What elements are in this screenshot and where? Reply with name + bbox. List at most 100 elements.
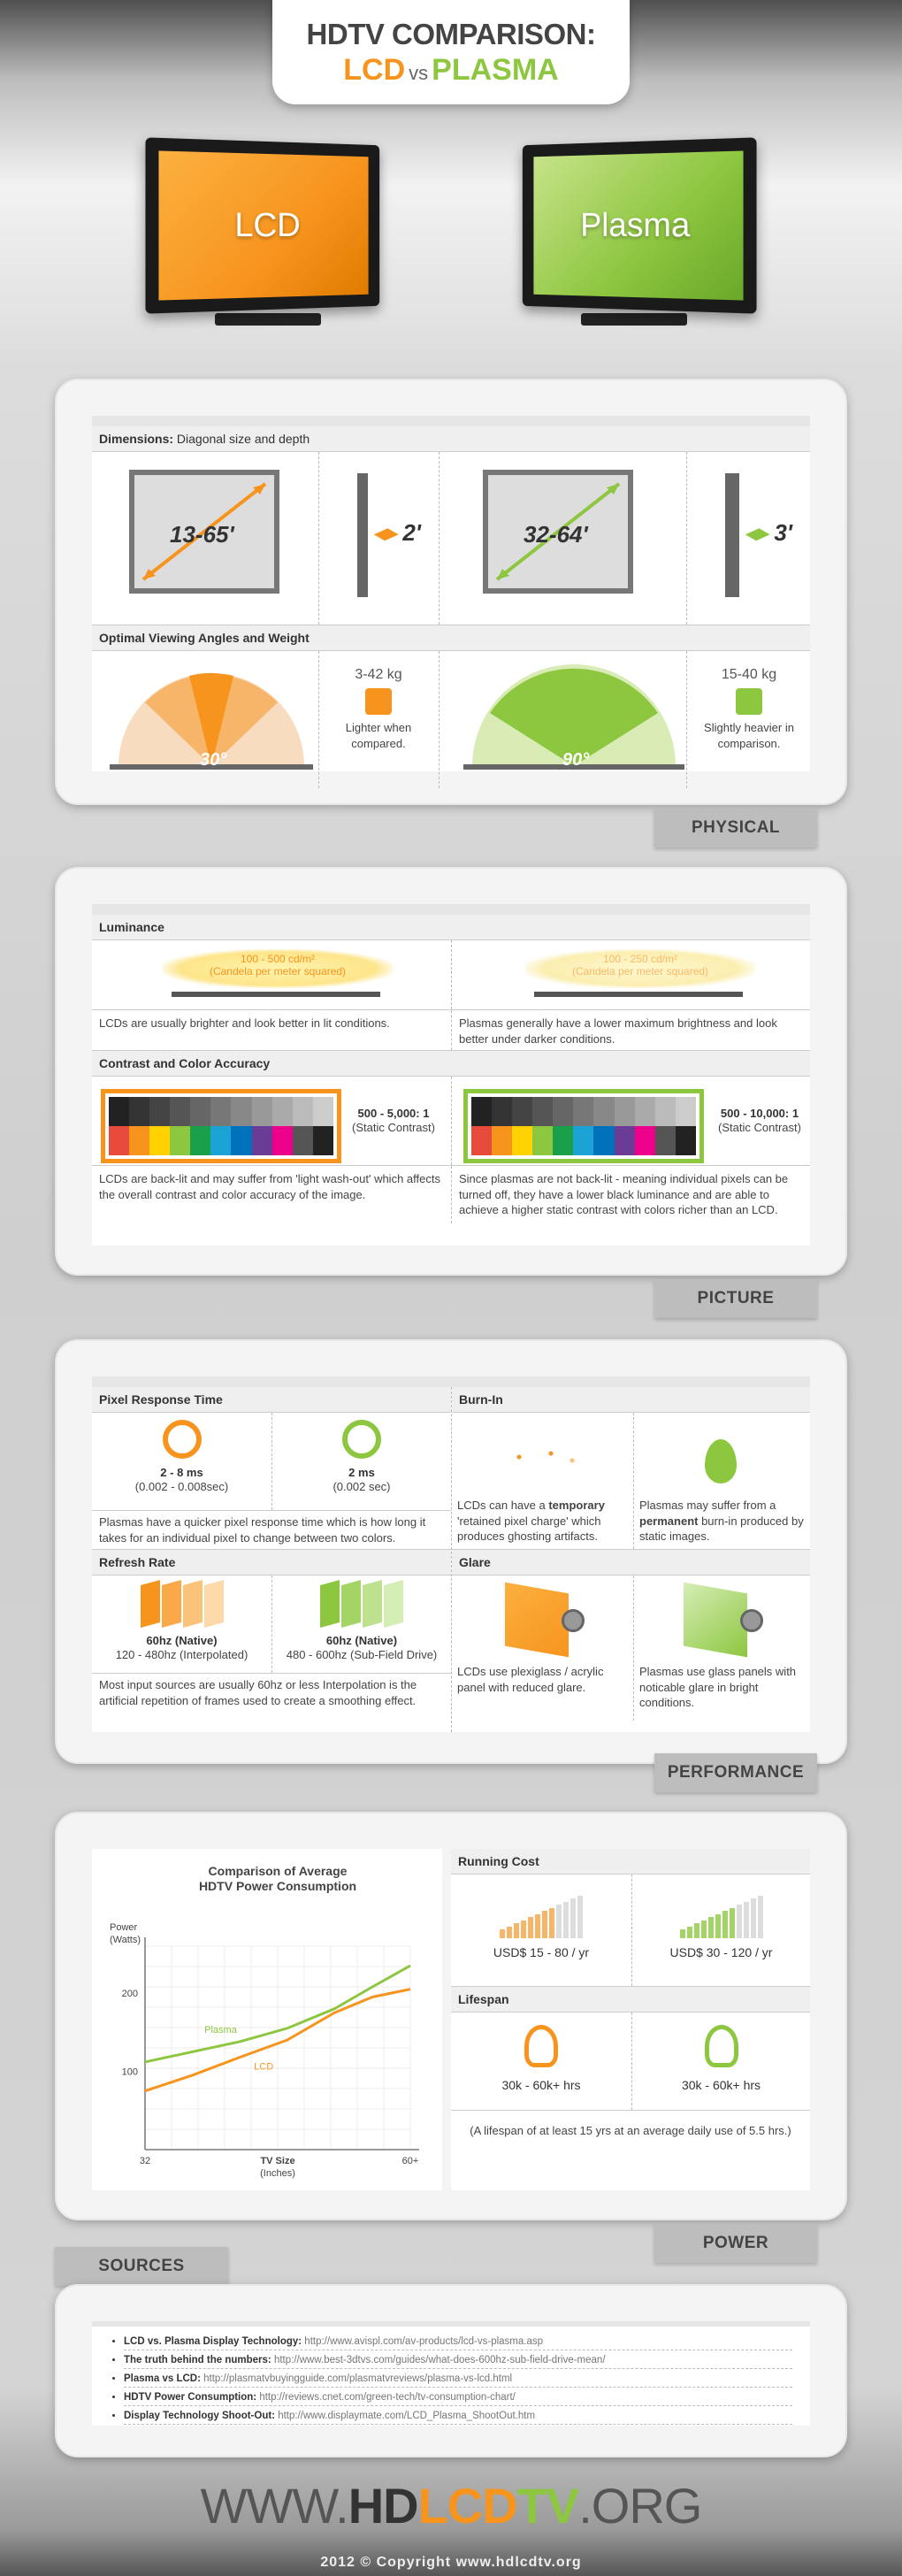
sources-panel: LCD vs. Plasma Display Technology: http:…: [55, 2284, 847, 2457]
pixel-response-text: Plasmas have a quicker pixel response ti…: [92, 1510, 451, 1549]
plasma-response-sec: (0.002 sec): [272, 1479, 451, 1495]
cost-bar: [528, 1917, 533, 1938]
cost-bar: [514, 1923, 519, 1938]
source-item[interactable]: LCD vs. Plasma Display Technology: http:…: [124, 2336, 792, 2350]
color-swatch: [252, 1126, 272, 1155]
stopwatch-icon: [342, 1420, 381, 1459]
cost-bar: [751, 1898, 756, 1938]
color-swatch: [635, 1097, 655, 1126]
source-item[interactable]: Display Technology Shoot-Out: http://www…: [124, 2411, 792, 2425]
color-swatch: [210, 1126, 231, 1155]
color-swatch: [109, 1126, 129, 1155]
lcd-luminance-value: 100 - 500 cd/m²: [163, 953, 393, 965]
lcd-weight-value: 3-42 kg: [324, 667, 433, 683]
color-swatch: [615, 1126, 635, 1155]
lcd-tv-image: LCD: [149, 142, 387, 326]
x-axis-label: TV Size: [260, 2156, 294, 2166]
source-item[interactable]: Plasma vs LCD: http://plasmatvbuyingguid…: [124, 2373, 792, 2388]
plasma-depth-value: ◂▸ 3': [745, 519, 792, 547]
color-swatch: [170, 1126, 190, 1155]
cost-bar: [507, 1927, 512, 1939]
x-tick-label: 32: [140, 2156, 150, 2166]
cost-bar: [500, 1929, 505, 1938]
weight-icon: [365, 688, 392, 715]
lcd-glare-panel-icon: [505, 1583, 569, 1658]
plasma-glare-text: Plasmas use glass panels with noticable …: [639, 1664, 805, 1711]
power-panel: Comparison of Average HDTV Power Consumpt…: [55, 1812, 847, 2220]
color-swatch: [252, 1097, 272, 1126]
tab-physical: PHYSICAL: [654, 809, 817, 847]
y-axis-unit: (Watts): [110, 1935, 141, 1945]
cost-bar: [687, 1927, 692, 1939]
lightbulb-icon: [705, 2025, 738, 2067]
viewing-heading: Optimal Viewing Angles and Weight: [92, 625, 810, 651]
lcd-luminance-text: LCDs are usually brighter and look bette…: [92, 1010, 451, 1050]
source-item[interactable]: The truth behind the numbers: http://www…: [124, 2355, 792, 2369]
title-line: HDTV COMPARISON:: [307, 18, 596, 50]
plasma-weight-note: Slightly heavier in comparison.: [692, 720, 806, 751]
source-url[interactable]: http://plasmatvbuyingguide.com/plasmatvr…: [203, 2373, 512, 2384]
source-name: LCD vs. Plasma Display Technology:: [124, 2336, 304, 2347]
lcd-response-value: 2 - 8 ms: [92, 1466, 271, 1479]
plasma-color-chart: [463, 1089, 704, 1163]
source-name: Display Technology Shoot-Out:: [124, 2411, 278, 2421]
lcd-depth-value: ◂▸ 2': [373, 519, 421, 547]
plasma-refresh-value: 60hz (Native): [272, 1634, 451, 1647]
plasma-frames-icon: [272, 1583, 451, 1629]
plasma-tv-image: Plasma: [515, 142, 753, 326]
color-swatch: [272, 1126, 293, 1155]
color-swatch: [231, 1097, 251, 1126]
plasma-weight-value: 15-40 kg: [692, 667, 806, 683]
stopwatch-icon: [163, 1420, 202, 1459]
color-swatch: [512, 1097, 532, 1126]
source-item[interactable]: HDTV Power Consumption: http://reviews.c…: [124, 2392, 792, 2406]
source-url[interactable]: http://www.best-3dtvs.com/guides/what-do…: [274, 2355, 606, 2365]
lcd-weight-note: Lighter when compared.: [324, 720, 433, 751]
cost-bar: [577, 1896, 583, 1939]
color-swatch: [532, 1097, 553, 1126]
lcd-depth-diagram: [357, 473, 368, 597]
color-swatch: [170, 1097, 190, 1126]
color-swatch: [676, 1097, 696, 1126]
dimensions-heading: Dimensions: Diagonal size and depth: [92, 426, 810, 452]
lcd-contrast-unit: (Static Contrast): [343, 1120, 444, 1136]
lcd-contrast-value: 500 - 5,000: 1: [343, 1107, 444, 1120]
burn-in-heading: Burn-In: [452, 1387, 810, 1413]
plasma-lifespan-value: 30k - 60k+ hrs: [632, 2078, 810, 2092]
lcd-contrast-text: LCDs are back-lit and may suffer from 'l…: [92, 1166, 451, 1223]
plasma-cost-value: USD$ 30 - 120 / yr: [632, 1945, 810, 1959]
cost-bar: [680, 1929, 685, 1938]
plasma-contrast-value: 500 - 10,000: 1: [706, 1107, 814, 1120]
color-swatch: [190, 1126, 210, 1155]
color-swatch: [231, 1126, 251, 1155]
lcd-luminance-unit: (Candela per meter squared): [163, 965, 393, 978]
color-swatch: [149, 1097, 170, 1126]
source-url[interactable]: http://www.avispl.com/av-products/lcd-vs…: [304, 2336, 543, 2347]
refresh-rate-text: Most input sources are usually 60hz or l…: [92, 1673, 451, 1712]
cost-bar: [563, 1902, 569, 1939]
color-swatch: [532, 1126, 553, 1155]
lcd-size-diagram: 13-65': [129, 470, 279, 594]
weight-icon: [736, 688, 762, 715]
color-swatch: [615, 1097, 635, 1126]
color-swatch: [573, 1126, 593, 1155]
glare-heading: Glare: [452, 1549, 810, 1576]
color-swatch: [492, 1097, 512, 1126]
lcd-cost-value: USD$ 15 - 80 / yr: [451, 1945, 631, 1959]
title-plasma: PLASMA: [432, 53, 559, 87]
y-axis-label: Power: [110, 1922, 138, 1933]
cost-bar: [535, 1914, 540, 1939]
plasma-response-value: 2 ms: [272, 1466, 451, 1479]
plasma-size-diagram: 32-64': [483, 470, 633, 594]
title-banner: HDTV COMPARISON: LCD vs PLASMA: [272, 0, 630, 104]
site-url-logo[interactable]: WWW.HDLCDTV.ORG: [0, 2477, 902, 2534]
lcd-frames-icon: [92, 1583, 271, 1629]
plasma-burn-text: Plasmas may suffer from a permanent burn…: [639, 1498, 805, 1545]
color-swatch: [272, 1097, 293, 1126]
lcd-color-chart: [101, 1089, 341, 1163]
cost-bar: [542, 1911, 547, 1938]
source-url[interactable]: http://www.displaymate.com/LCD_Plasma_Sh…: [278, 2411, 535, 2421]
source-url[interactable]: http://reviews.cnet.com/green-tech/tv-co…: [259, 2392, 516, 2403]
plasma-contrast-unit: (Static Contrast): [706, 1120, 814, 1136]
cost-bar: [744, 1902, 749, 1939]
